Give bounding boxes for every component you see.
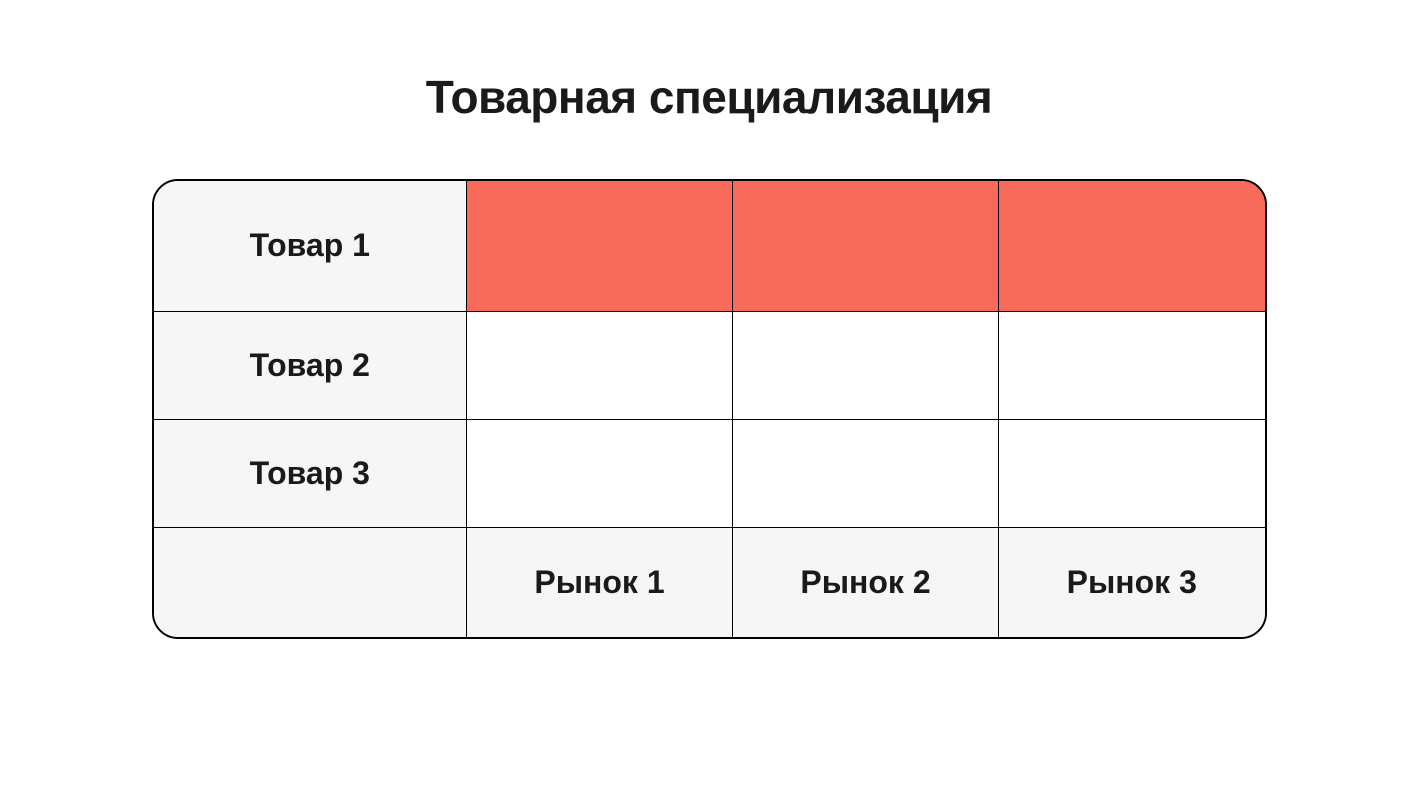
col-label: Рынок 3 <box>999 527 1265 637</box>
data-cell <box>733 419 999 527</box>
data-cell <box>999 311 1265 419</box>
data-cell <box>467 181 733 311</box>
specialization-table: Товар 1 Товар 2 Товар 3 Рынок 1 Рыно <box>152 179 1267 639</box>
data-cell <box>733 181 999 311</box>
row-label: Товар 2 <box>154 311 467 419</box>
data-cell <box>467 419 733 527</box>
data-cell <box>467 311 733 419</box>
data-cell <box>733 311 999 419</box>
data-cell <box>999 181 1265 311</box>
page-title: Товарная специализация <box>426 70 992 124</box>
col-label: Рынок 2 <box>733 527 999 637</box>
data-cell <box>999 419 1265 527</box>
table-row: Товар 3 <box>154 419 1265 527</box>
table-row: Товар 2 <box>154 311 1265 419</box>
row-label: Товар 3 <box>154 419 467 527</box>
col-label: Рынок 1 <box>467 527 733 637</box>
table-footer-row: Рынок 1 Рынок 2 Рынок 3 <box>154 527 1265 637</box>
footer-empty-cell <box>154 527 467 637</box>
row-label: Товар 1 <box>154 181 467 311</box>
table-row: Товар 1 <box>154 181 1265 311</box>
